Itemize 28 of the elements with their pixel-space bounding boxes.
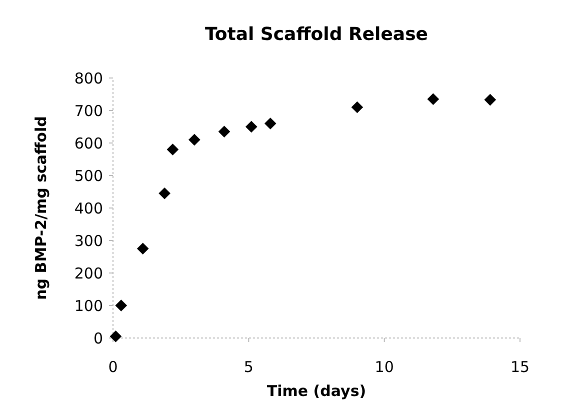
y-tick-label: 600 bbox=[74, 134, 103, 152]
point bbox=[115, 300, 128, 312]
y-tick-label: 800 bbox=[74, 69, 103, 88]
y-tick-label: 200 bbox=[74, 264, 103, 282]
point bbox=[158, 187, 170, 200]
y-tick-label: 0 bbox=[93, 329, 103, 348]
point bbox=[351, 101, 364, 114]
point bbox=[427, 93, 440, 106]
y-tick-label: 500 bbox=[74, 166, 103, 185]
x-tick-label: 5 bbox=[244, 358, 254, 376]
y-axis-title: ng BMP-2/mg scaffold bbox=[32, 116, 50, 300]
y-tick-label: 700 bbox=[74, 102, 103, 120]
point bbox=[245, 120, 258, 133]
point bbox=[110, 330, 122, 342]
point bbox=[264, 118, 276, 130]
point bbox=[218, 126, 230, 138]
chart-title: Total Scaffold Release bbox=[204, 24, 428, 45]
point bbox=[136, 242, 149, 255]
y-tick-label: 300 bbox=[74, 232, 103, 250]
y-tick-label: 100 bbox=[74, 296, 103, 315]
x-tick-label: 0 bbox=[108, 358, 118, 376]
point bbox=[484, 94, 496, 106]
x-tick-label: 15 bbox=[510, 358, 530, 376]
point bbox=[188, 134, 200, 146]
x-tick-label: 10 bbox=[374, 358, 394, 376]
point bbox=[166, 144, 179, 156]
x-axis-title: Time (days) bbox=[266, 382, 366, 400]
y-tick-label: 400 bbox=[74, 199, 103, 218]
